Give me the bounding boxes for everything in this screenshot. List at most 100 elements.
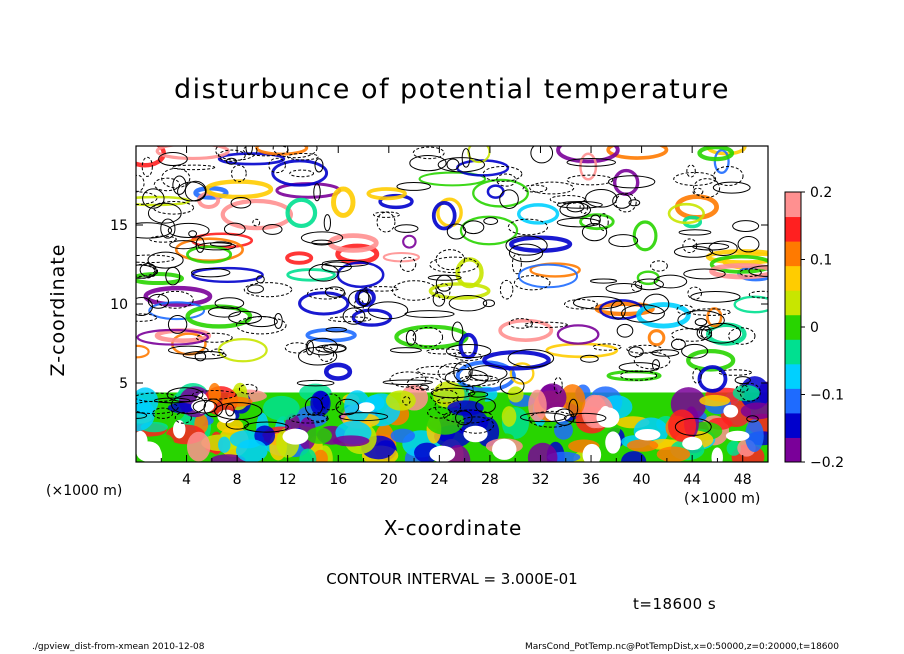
contour-line xyxy=(650,260,668,272)
contour-line xyxy=(225,157,237,165)
color-filament xyxy=(556,324,600,345)
color-filament xyxy=(517,263,579,289)
contour-line xyxy=(228,310,263,325)
contour-line xyxy=(430,389,459,404)
contour-line xyxy=(457,416,495,434)
contour-line xyxy=(412,326,444,348)
contour-line xyxy=(621,304,665,323)
contour-line xyxy=(305,340,315,356)
contour-line xyxy=(592,343,622,351)
x-tick-label: 16 xyxy=(329,472,347,488)
contour-line xyxy=(651,359,661,371)
contour-line xyxy=(210,348,225,356)
contour-line xyxy=(633,351,671,370)
contour-line xyxy=(311,239,333,246)
contour-line xyxy=(690,291,741,303)
contour-line xyxy=(689,308,731,316)
contour-line xyxy=(676,304,694,315)
color-filament xyxy=(709,254,768,274)
contour-line xyxy=(406,376,443,391)
contour-line xyxy=(321,259,369,268)
contour-line xyxy=(195,332,233,343)
contour-line xyxy=(184,180,207,202)
contour-line xyxy=(158,152,188,167)
footer-left: ./gpview_dist-from-xmean 2010-12-08 xyxy=(32,642,205,652)
x-tick-label: 24 xyxy=(430,472,448,488)
contour-line xyxy=(700,322,742,344)
contour-line xyxy=(373,211,400,218)
x-unit-label-right: (×1000 m) xyxy=(684,491,761,507)
contour-line xyxy=(683,268,726,280)
color-filament xyxy=(686,349,736,372)
contour-line xyxy=(304,396,324,416)
x-tick-label: 12 xyxy=(279,472,297,488)
contour-line xyxy=(681,343,709,359)
contour-line xyxy=(363,286,399,292)
contour-line xyxy=(136,313,158,322)
contour-line xyxy=(581,222,608,242)
contour-line xyxy=(553,376,563,395)
contour-line xyxy=(147,251,184,269)
contour-line xyxy=(589,278,618,284)
color-filament xyxy=(516,203,560,225)
contour-line xyxy=(519,412,567,423)
contour-line xyxy=(698,325,710,339)
contour-line xyxy=(225,418,249,430)
x-axis-ticks: 4 8 12 16 20 24 28 32 36 40 44 48 xyxy=(160,146,752,488)
contour-line xyxy=(136,222,173,239)
contour-line xyxy=(673,172,717,186)
contour-line xyxy=(434,396,462,416)
contour-line xyxy=(598,213,609,232)
color-filament xyxy=(472,178,530,208)
contour-line xyxy=(482,299,496,308)
lower-layer-blob xyxy=(332,435,370,447)
color-filament xyxy=(697,146,735,162)
contour-line xyxy=(445,343,492,359)
x-axis-label: X-coordinate xyxy=(383,516,523,540)
colorbar-label: −0.2 xyxy=(810,455,844,471)
lower-layer-blob xyxy=(527,442,558,462)
colorbar-segment xyxy=(785,265,801,291)
color-filament xyxy=(636,270,660,286)
color-filament xyxy=(705,322,747,346)
contour-line xyxy=(579,200,589,215)
lower-layer-blob xyxy=(699,394,731,407)
contour-line xyxy=(619,370,658,381)
contour-line xyxy=(522,184,548,193)
contour-line xyxy=(358,289,370,307)
contour-line xyxy=(318,345,335,362)
contour-line xyxy=(748,290,768,299)
contour-line xyxy=(566,157,616,167)
color-filament xyxy=(136,328,209,346)
contour-line xyxy=(580,354,599,363)
contour-line xyxy=(156,290,194,309)
lower-layer-white-cell xyxy=(599,405,612,425)
contour-line xyxy=(499,189,519,209)
contour-line xyxy=(651,349,680,357)
contour-line xyxy=(166,387,204,403)
x-tick-label: 28 xyxy=(481,472,499,488)
colorbar-segment xyxy=(785,216,801,242)
contour-line xyxy=(147,293,169,309)
contour-line xyxy=(466,384,474,395)
colorbar-segment xyxy=(785,339,801,365)
lower-layer-white-cell xyxy=(282,428,309,445)
contour-line xyxy=(499,279,514,300)
lower-layer-white-cell xyxy=(605,431,621,454)
contour-line xyxy=(713,165,744,186)
lower-layer-blob xyxy=(554,420,573,440)
color-filament xyxy=(148,301,206,321)
color-filament xyxy=(418,171,487,187)
footer-right: MarsCond_PotTemp.nc@PotTempDist,x=0:5000… xyxy=(525,642,839,652)
contour-line xyxy=(300,231,344,245)
contour-line xyxy=(192,399,218,414)
contour-line xyxy=(513,275,551,291)
contour-line xyxy=(530,146,554,164)
contour-line xyxy=(615,192,637,213)
contour-line xyxy=(273,313,283,329)
lower-layer-blob xyxy=(656,446,691,462)
contour-line xyxy=(610,300,626,320)
colorbar-label: 0.1 xyxy=(810,253,832,269)
contour-line xyxy=(508,243,544,263)
colorbar-label: 0.2 xyxy=(810,185,832,201)
